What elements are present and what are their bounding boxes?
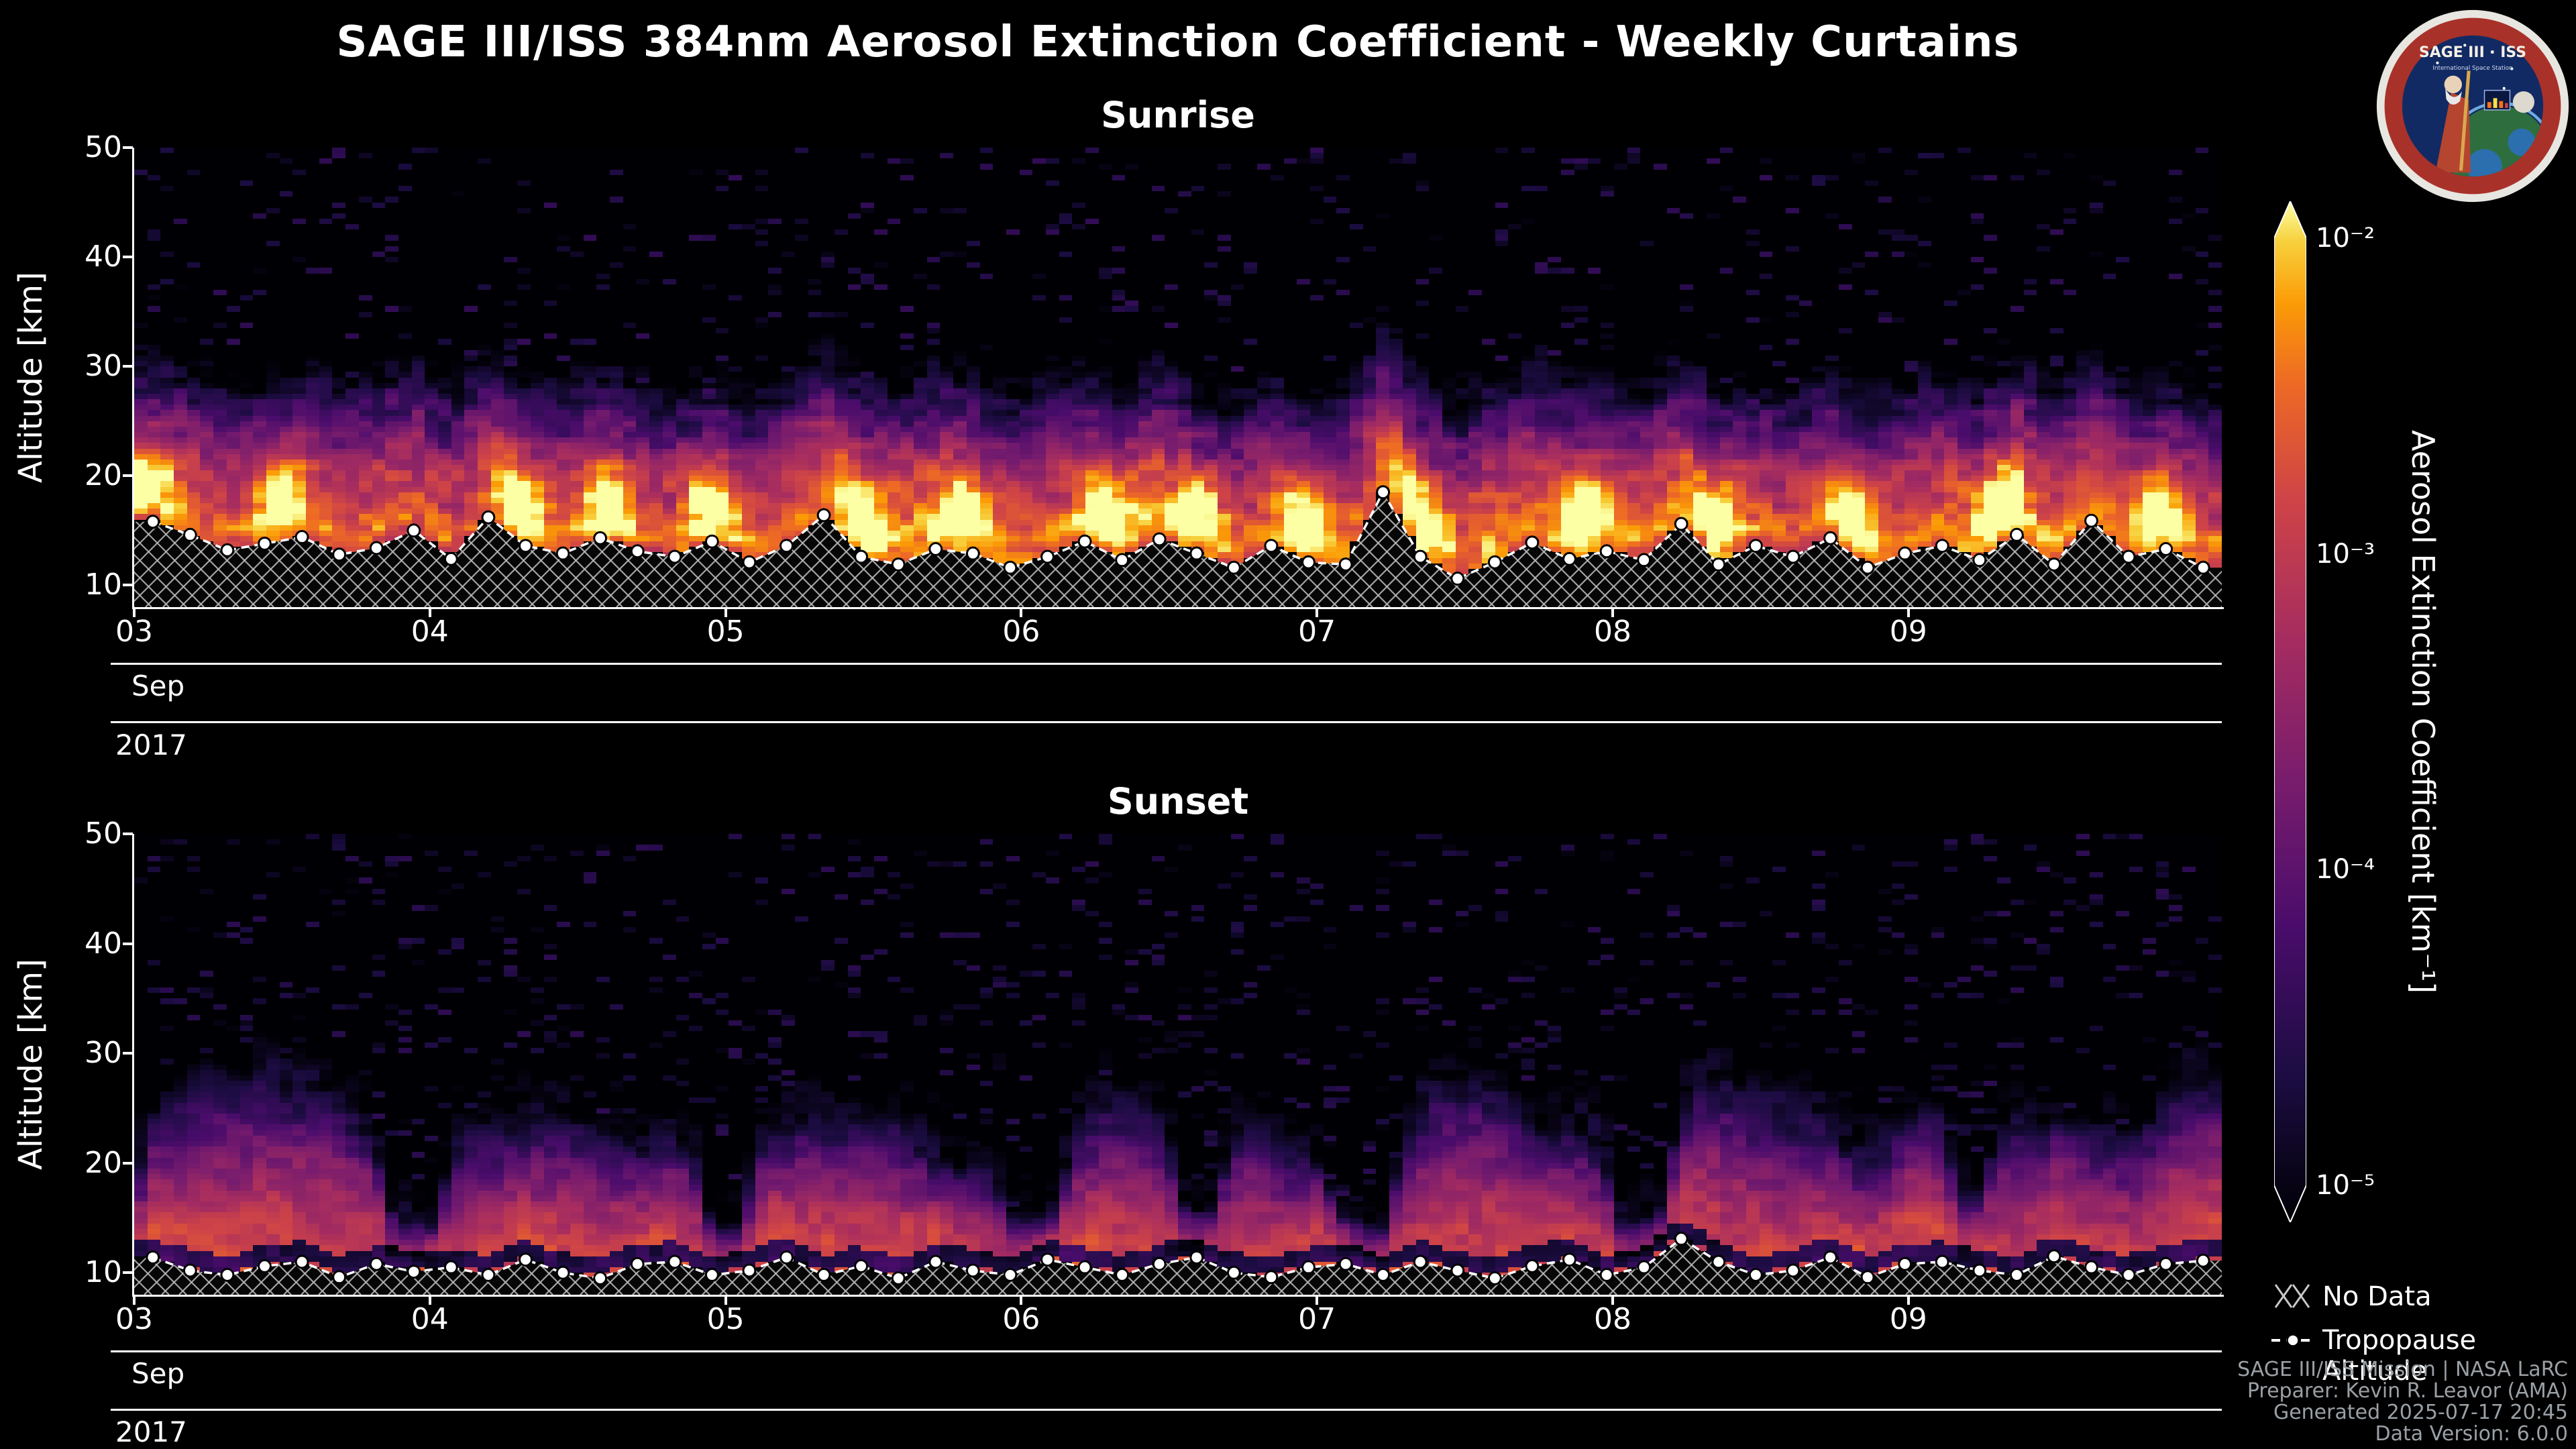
x-tick-mark	[428, 1296, 431, 1305]
page-title: SAGE III/ISS 384nm Aerosol Extinction Co…	[336, 17, 2020, 67]
footer-line: Preparer: Kevin R. Leavor (AMA)	[2247, 1379, 2568, 1403]
y-tick-mark	[123, 256, 133, 259]
x-axis-line	[132, 1295, 2224, 1297]
date-axis-line	[111, 1350, 2222, 1352]
x-axis-line	[132, 607, 2224, 609]
month-label-sunrise: Sep	[131, 669, 185, 702]
year-label-sunset: 2017	[115, 1415, 187, 1448]
y-axis-line	[132, 148, 134, 609]
colorbar	[2274, 201, 2306, 1222]
y-tick-mark	[123, 365, 133, 368]
y-tick-label: 30	[85, 349, 122, 384]
legend-label-tropopause: Tropopause Altitude	[2322, 1325, 2477, 1387]
y-tick-label: 20	[85, 458, 122, 493]
date-axis-line	[111, 663, 2222, 665]
x-tick-mark	[1907, 1296, 1910, 1305]
x-tick-label: 07	[1298, 1302, 1336, 1336]
x-tick-mark	[1020, 608, 1023, 617]
colorbar-gradient-bar	[2274, 201, 2306, 1222]
month-label-sunset: Sep	[131, 1357, 185, 1390]
colorbar-axis-label: Aerosol Extinction Coefficient [km⁻¹]	[2405, 429, 2441, 994]
x-tick-label: 03	[115, 614, 153, 649]
y-tick-label: 30	[85, 1036, 122, 1071]
y-tick-label: 40	[85, 239, 122, 274]
colorbar-tick-label: 10⁻²	[2316, 223, 2375, 254]
x-tick-mark	[1020, 1296, 1023, 1305]
x-tick-mark	[1316, 1296, 1319, 1305]
x-tick-mark	[133, 1296, 136, 1305]
x-tick-mark	[724, 608, 727, 617]
x-tick-label: 09	[1889, 1302, 1927, 1336]
staff-icon	[2459, 70, 2471, 171]
y-tick-mark	[123, 1161, 133, 1165]
y-tick-label: 40	[85, 926, 122, 961]
y-tick-label: 50	[85, 816, 122, 851]
colorbar-tick-label: 10⁻⁵	[2316, 1170, 2375, 1201]
y-tick-label: 10	[85, 1255, 122, 1290]
no-data-hatch-icon	[2274, 1283, 2310, 1309]
x-tick-label: 04	[411, 1302, 449, 1336]
sunset-curtain-heatmap	[134, 834, 2222, 1295]
x-tick-mark	[1907, 608, 1910, 617]
year-label-sunrise: 2017	[115, 729, 187, 761]
date-axis-line	[111, 1409, 2222, 1411]
y-tick-label: 10	[85, 568, 122, 602]
footer-line: SAGE III/ISS Mission | NASA LaRC	[2237, 1358, 2568, 1381]
x-tick-mark	[1611, 608, 1614, 617]
x-tick-mark	[428, 608, 431, 617]
panel-title-sunrise: Sunrise	[1101, 94, 1255, 136]
x-tick-label: 07	[1298, 614, 1336, 649]
x-tick-mark	[1611, 1296, 1614, 1305]
y-axis-line	[132, 834, 134, 1297]
mission-patch-logo: SAGE III · ISS International Space Stati…	[2376, 9, 2569, 203]
y-tick-mark	[123, 833, 133, 835]
colorbar-tick-label: 10⁻³	[2316, 539, 2375, 570]
y-tick-mark	[123, 942, 133, 945]
date-axis-line	[111, 721, 2222, 723]
footer-line: Generated 2025-07-17 20:45	[2273, 1401, 2568, 1424]
y-tick-label: 20	[85, 1145, 122, 1180]
x-tick-label: 05	[706, 614, 745, 649]
legend-label-no-data: No Data	[2322, 1281, 2432, 1312]
x-tick-label: 05	[706, 1302, 745, 1336]
x-tick-label: 03	[115, 1302, 153, 1336]
y-tick-mark	[123, 584, 133, 587]
y-tick-mark	[123, 474, 133, 478]
x-tick-label: 06	[1002, 614, 1040, 649]
attribution-block: SAGE III/ISS Mission | NASA LaRC Prepare…	[2237, 1359, 2568, 1445]
x-tick-mark	[724, 1296, 727, 1305]
logo-subtitle: International Space Station	[2432, 65, 2512, 72]
sunrise-curtain-heatmap	[134, 148, 2222, 607]
colorbar-tick-label: 10⁻⁴	[2316, 854, 2375, 885]
y-tick-label: 50	[85, 130, 122, 164]
y-tick-mark	[123, 146, 133, 149]
logo-title: SAGE III · ISS	[2419, 44, 2526, 61]
x-tick-label: 09	[1889, 614, 1927, 649]
x-tick-label: 06	[1002, 1302, 1040, 1336]
x-tick-mark	[1316, 608, 1319, 617]
x-tick-label: 08	[1593, 1302, 1631, 1336]
tropopause-line-icon	[2271, 1334, 2314, 1347]
x-tick-label: 04	[411, 614, 449, 649]
y-tick-mark	[123, 1052, 133, 1055]
x-tick-mark	[133, 608, 136, 617]
moon-icon	[2512, 91, 2534, 113]
footer-line: Data Version: 6.0.0	[2375, 1422, 2568, 1446]
x-tick-label: 08	[1593, 614, 1631, 649]
y-tick-mark	[123, 1271, 133, 1275]
panel-title-sunset: Sunset	[1107, 780, 1249, 822]
